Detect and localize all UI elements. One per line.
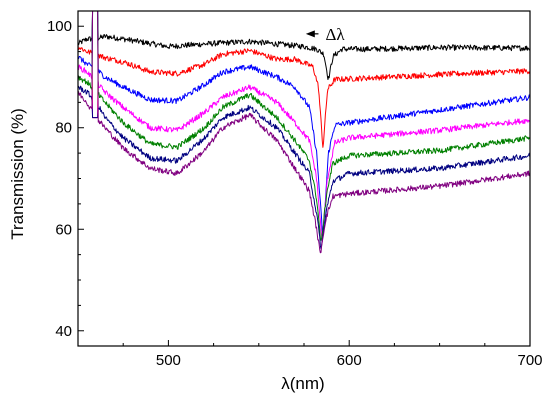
y-tick-label: 60 bbox=[55, 221, 72, 238]
series-line-1 bbox=[78, 11, 530, 81]
y-tick-label: 80 bbox=[55, 120, 72, 137]
series-line-5 bbox=[78, 11, 530, 241]
series-line-3 bbox=[78, 11, 530, 238]
plot-frame bbox=[77, 10, 531, 347]
x-tick-label: 500 bbox=[156, 352, 181, 369]
y-axis-title: Transmission (%) bbox=[8, 108, 27, 240]
x-tick-label: 600 bbox=[337, 352, 362, 369]
series-layer bbox=[78, 11, 530, 254]
series-line-6 bbox=[78, 85, 530, 250]
y-tick-label: 40 bbox=[55, 323, 72, 340]
series-line-4 bbox=[78, 64, 530, 243]
series-line-7 bbox=[78, 11, 530, 254]
annotation-layer: Δλ bbox=[305, 25, 345, 44]
x-tick-label: 700 bbox=[517, 352, 542, 369]
axis-layer: 500 600 700 40 60 80 100 bbox=[47, 10, 543, 369]
y-tick-label: 100 bbox=[47, 18, 72, 35]
arrow-head-icon bbox=[305, 30, 315, 38]
delta-lambda-label: Δλ bbox=[325, 25, 345, 44]
series-line-2 bbox=[78, 45, 530, 148]
x-axis-title: λ(nm) bbox=[281, 374, 324, 393]
